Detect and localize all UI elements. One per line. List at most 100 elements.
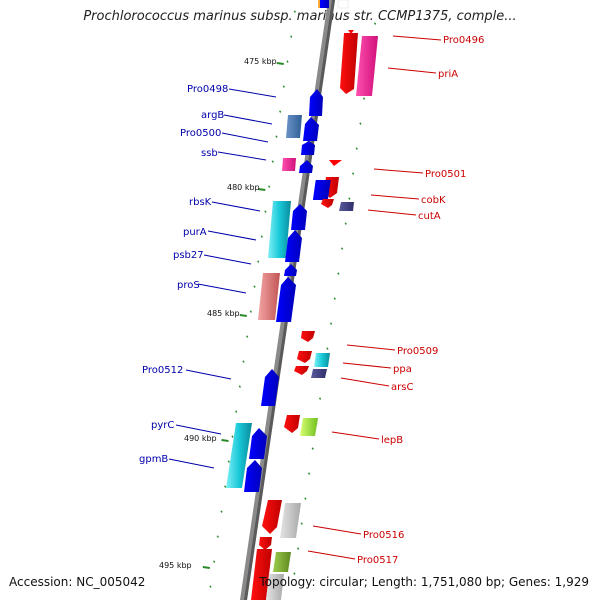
gene-label-pro0512[interactable]: Pro0512 — [142, 365, 183, 376]
gene-ppa-red — [297, 351, 312, 363]
gene-pro0500 — [301, 141, 315, 155]
scale-tick — [213, 560, 216, 563]
scale-tick — [242, 360, 245, 363]
scale-tick — [344, 222, 347, 225]
scale-tick — [304, 497, 307, 500]
scale-tick — [279, 110, 282, 113]
gene-label-arsc[interactable]: arsC — [391, 382, 413, 393]
gene-label-ssb[interactable]: ssb — [201, 148, 218, 159]
gene-label-cuta[interactable]: cutA — [418, 211, 441, 222]
gene-label-pro0500[interactable]: Pro0500 — [180, 128, 221, 139]
scale-tick — [209, 585, 212, 588]
scale-tick — [373, 22, 377, 25]
scale-tick — [348, 197, 351, 200]
gene-label-pro0496[interactable]: Pro0496 — [443, 35, 484, 46]
gene-label-argb[interactable]: argB — [201, 110, 224, 121]
forward-leader-lines — [168, 88, 277, 469]
gene-pro0512 — [261, 369, 279, 406]
scale-tick — [293, 10, 296, 13]
scale-tick — [271, 160, 274, 163]
map-title: Prochlorococcus marinus subsp. marinus s… — [83, 9, 517, 24]
scale-major-tick — [221, 439, 229, 442]
scale-tick — [362, 97, 366, 100]
gene-pro0498 — [309, 89, 323, 116]
gene-label-pro0498[interactable]: Pro0498 — [187, 84, 228, 95]
gene-pro0517-red — [259, 537, 272, 550]
scale-tick — [249, 310, 252, 313]
scale-major-tick — [258, 188, 266, 191]
scale-tick — [264, 210, 267, 213]
scale-tick — [307, 472, 311, 475]
gene-label-pros[interactable]: proS — [177, 280, 200, 291]
gene-label-pro0516[interactable]: Pro0516 — [363, 530, 404, 541]
gene-rbsk-neighbor — [291, 204, 307, 230]
gene-pro0516 — [280, 503, 301, 538]
scale-tick — [311, 447, 314, 450]
gene-cobk-red — [321, 199, 334, 208]
gene-gpmb — [244, 460, 262, 492]
scale-tick — [337, 272, 340, 275]
scale-label-490: 490 kbp — [184, 434, 217, 443]
reverse-leader-lines — [307, 35, 442, 560]
gene-label-pro0517[interactable]: Pro0517 — [357, 555, 398, 566]
gene-ppa — [314, 353, 330, 367]
scale-tick — [340, 247, 344, 250]
gene-label-cobk[interactable]: cobK — [421, 195, 446, 206]
scale-tick — [326, 347, 329, 350]
gene-label-pyrc[interactable]: pyrC — [151, 420, 174, 431]
genome-summary-text: Topology: circular; Length: 1,751,080 bp… — [259, 575, 589, 589]
gene-cuta — [339, 202, 354, 211]
gene-label-gpmb[interactable]: gpmB — [139, 454, 168, 465]
accession-text: Accession: NC_005042 — [9, 575, 146, 589]
gene-label-pria[interactable]: priA — [438, 69, 458, 80]
scale-label-485: 485 kbp — [207, 309, 240, 318]
gene-label-pro0501[interactable]: Pro0501 — [425, 169, 466, 180]
gene-lepb — [300, 418, 318, 436]
forward-strand-genes — [226, 0, 329, 492]
gene-pro0496-marker — [348, 30, 354, 34]
gene-ssb — [282, 158, 296, 171]
scale-tick — [329, 322, 333, 325]
gene-pura — [285, 230, 302, 262]
scale-tick — [235, 410, 238, 413]
scale-tick — [359, 122, 362, 125]
scale-ticks — [202, 10, 377, 588]
forward-gene-labels: Pro0498 argB Pro0500 ssb rbsK purA psb27… — [139, 84, 228, 465]
gene-argb — [286, 115, 302, 138]
gene-label-rbsk[interactable]: rbsK — [189, 197, 212, 208]
scale-label-495: 495 kbp — [159, 561, 192, 570]
scale-major-tick — [276, 62, 284, 65]
scale-tick — [231, 435, 234, 438]
gene-pyrc-neighbor — [249, 428, 267, 459]
gene-bottom-grey — [266, 574, 284, 600]
gene-pro0516-red — [262, 500, 282, 534]
gene-label-lepb[interactable]: lepB — [381, 435, 403, 446]
gene-ssb-neighbor — [299, 160, 313, 173]
gene-bottom-red — [251, 549, 272, 600]
gene-label-pro0509[interactable]: Pro0509 — [397, 346, 438, 357]
scale-tick — [257, 260, 260, 263]
scale-tick — [286, 60, 289, 63]
scale-label-475: 475 kbp — [244, 57, 277, 66]
scale-tick — [333, 297, 336, 300]
gene-argb-neighbor — [303, 117, 319, 141]
scale-tick — [293, 572, 296, 575]
gene-pros — [258, 273, 280, 320]
gene-psb27 — [284, 264, 297, 276]
scale-tick — [238, 385, 241, 388]
gene-arsc-red — [294, 366, 309, 375]
scale-tick — [224, 485, 227, 488]
scale-tick — [275, 135, 278, 138]
gene-rbsk — [268, 201, 291, 258]
gene-label-pura[interactable]: purA — [183, 227, 207, 238]
scale-tick — [300, 522, 303, 525]
scale-labels: 475 kbp 480 kbp 485 kbp 490 kbp 495 kbp — [159, 57, 277, 570]
gene-label-ppa[interactable]: ppa — [393, 364, 412, 375]
scale-label-480: 480 kbp — [227, 183, 260, 192]
gene-label-psb27[interactable]: psb27 — [173, 250, 204, 261]
scale-tick — [260, 235, 263, 238]
gene-small-red-marker — [329, 160, 342, 166]
scale-tick — [318, 397, 322, 400]
reverse-gene-labels: Pro0496 priA Pro0501 cobK cutA Pro0509 p… — [357, 35, 484, 566]
